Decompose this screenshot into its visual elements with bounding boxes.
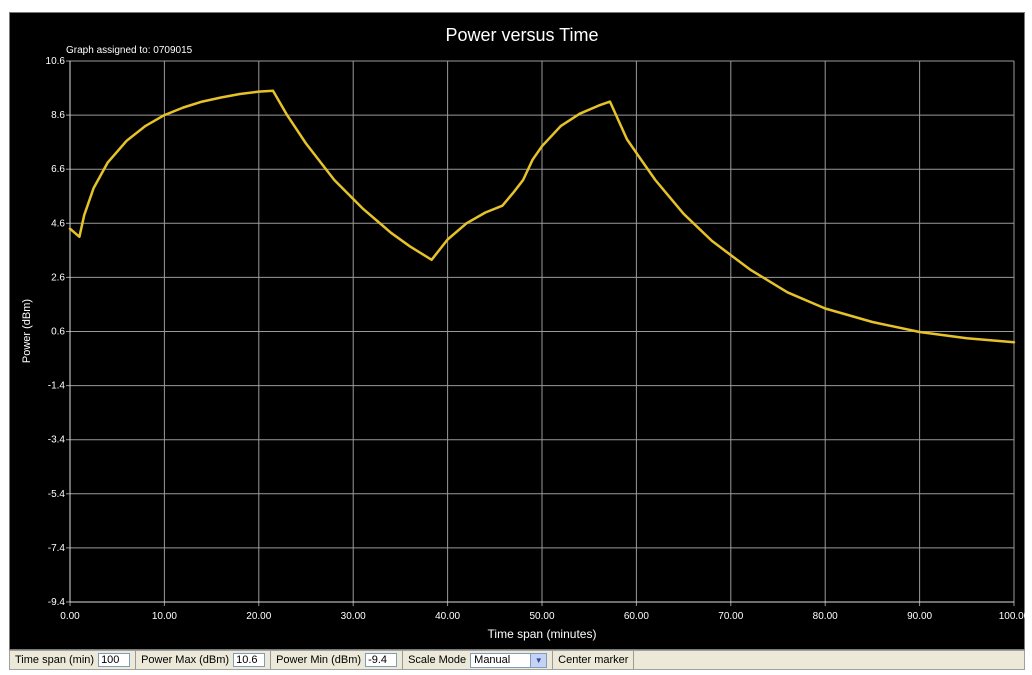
power-min-label: Power Min (dBm) xyxy=(276,654,362,666)
power-max-label: Power Max (dBm) xyxy=(141,654,230,666)
power-min-group: Power Min (dBm) xyxy=(271,651,404,669)
chart-subtitle: Graph assigned to: 0709015 xyxy=(66,45,193,56)
x-tick-label: 0.00 xyxy=(60,611,80,622)
scale-mode-value: Manual xyxy=(474,654,511,666)
y-tick-label: 6.6 xyxy=(51,164,65,175)
x-tick-label: 80.00 xyxy=(813,611,838,622)
y-tick-label: 8.6 xyxy=(51,110,65,121)
x-tick-label: 10.00 xyxy=(152,611,177,622)
power-max-input[interactable] xyxy=(233,653,266,667)
power-series-line xyxy=(68,89,1016,344)
y-tick-label: -7.4 xyxy=(48,543,66,554)
y-tick-label: 0.6 xyxy=(51,327,65,338)
y-tick-label: 2.6 xyxy=(51,272,65,283)
y-tick-label: -1.4 xyxy=(48,381,66,392)
x-tick-label: 20.00 xyxy=(246,611,271,622)
y-tick-label: 10.6 xyxy=(46,56,66,67)
time-span-label: Time span (min) xyxy=(15,654,95,666)
center-marker-button[interactable]: Center marker xyxy=(558,654,629,666)
power-time-chart: 0.00 10.00 20.00 30.00 40.00 50.00 60.00 70.00 8… xyxy=(21,25,1026,641)
power-max-group: Power Max (dBm) xyxy=(136,651,272,669)
y-tick-label: 4.6 xyxy=(51,218,65,229)
center-marker-group: Center marker xyxy=(553,651,635,669)
chevron-down-icon[interactable]: ▼ xyxy=(530,653,547,667)
scale-mode-group: Scale Mode Manual ▼ xyxy=(403,651,554,669)
x-tick-label: 100.00 xyxy=(999,611,1026,622)
x-tick-label: 60.00 xyxy=(624,611,649,622)
time-span-group: Time span (min) xyxy=(10,651,137,669)
x-tick-label: 40.00 xyxy=(435,611,460,622)
chart-panel: 0.00 10.00 20.00 30.00 40.00 50.00 60.00 70.00 8… xyxy=(9,12,1026,650)
y-tick-label: -9.4 xyxy=(48,597,66,608)
x-tick-label: 90.00 xyxy=(907,611,932,622)
y-tick-label: -5.4 xyxy=(48,489,66,500)
scale-mode-label: Scale Mode xyxy=(408,654,467,666)
time-span-input[interactable] xyxy=(98,653,131,667)
x-tick-label: 70.00 xyxy=(718,611,743,622)
x-axis-label: Time span (minutes) xyxy=(488,627,597,641)
x-tick-label: 50.00 xyxy=(529,611,554,622)
scale-mode-select[interactable]: Manual ▼ xyxy=(470,652,548,668)
x-tick-label: 30.00 xyxy=(341,611,366,622)
y-tick-label: -3.4 xyxy=(48,435,66,446)
power-min-input[interactable] xyxy=(365,653,398,667)
y-axis-label: Power (dBm) xyxy=(21,299,33,363)
chart-title: Power versus Time xyxy=(445,25,598,45)
toolbar: Time span (min) Power Max (dBm) Power Mi… xyxy=(9,650,1025,670)
